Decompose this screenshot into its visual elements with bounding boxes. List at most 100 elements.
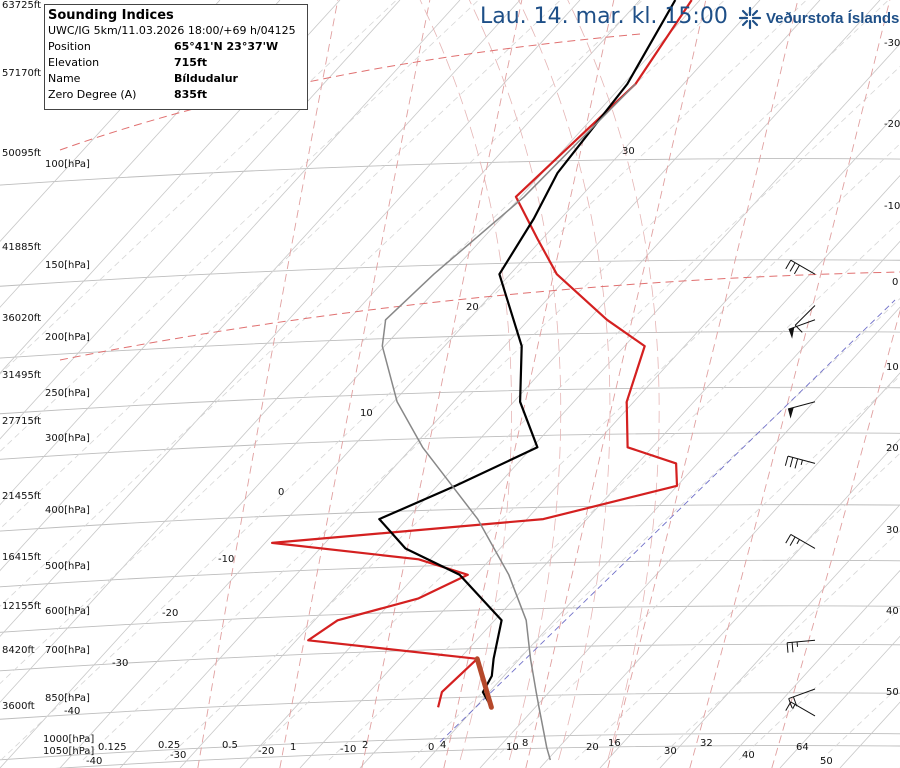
mixing-ratio-tick-label: 4 [440,740,447,751]
right-axis-tick-label: -20 [884,119,900,130]
pressure-tick-label: 400[hPa] [45,505,90,517]
barb-full [789,457,794,468]
info-row-zero-degree: Zero Degree (A) 835ft [45,87,307,103]
info-value: 715ft [174,56,208,69]
isotherm-label: -30 [112,658,129,669]
mixing-ratio-tick-label: 2 [362,740,369,751]
dry-adiabat-line [0,0,281,308]
height-tick-label: 63725ft [2,0,42,11]
mixing-ratio-tick-label: 16 [608,738,621,749]
isotherm-label: 30 [622,146,635,157]
pressure-tick-label: 1050[hPa] [43,746,95,757]
dry-adiabat-line [0,0,701,768]
isotherm-label: -40 [64,706,81,717]
barb-staff [790,701,816,717]
vedurstofa-star-icon [738,6,762,30]
dry-adiabat-line [59,0,761,768]
dry-adiabat-line [359,174,900,768]
height-tick-label: 12155ft [2,601,42,612]
right-axis-tick-label: -30 [884,38,900,49]
bottom-temp-tick-label: 0 [428,742,435,753]
brand-logo: Veðurstofa Íslands [738,6,899,30]
dry-adiabat-line [599,438,900,768]
isotherm-line [164,65,900,761]
isotherm-label: 10 [360,408,373,419]
height-tick-label: 16415ft [2,552,42,563]
bottom-temp-tick-label: -20 [258,746,275,757]
right-axis-tick-label: 10 [886,362,899,373]
barb-full [785,701,792,711]
mixing-ratio-tick-label: 0.125 [98,742,127,753]
wind-barb [784,455,816,469]
panel-title: Sounding Indices [48,8,174,23]
dry-adiabat-line [0,0,221,242]
bottom-temp-tick-label: 30 [664,746,677,757]
bottom-temp-tick-label: 40 [742,750,755,761]
mixing-ratio-tick-label: 0.5 [222,740,238,751]
isotherm-line [0,0,561,530]
pressure-tick-label: 250[hPa] [45,387,90,399]
barb-full [789,262,796,272]
isotherm-line [246,143,900,761]
isotherm-label: 20 [466,302,479,313]
mixing-ratio-tick-label: 64 [796,742,809,753]
dry-adiabat-line [479,306,900,768]
wind-barb [788,688,816,709]
isobar-line [0,692,900,720]
reference-dry-line [439,299,896,743]
isotherm-line [656,530,900,761]
pressure-tick-label: 200[hPa] [45,332,90,344]
profile-lines [271,0,693,761]
info-row-name: Name Bíldudalur [45,71,307,87]
info-key: Zero Degree (A) [48,88,137,101]
reference-curve [59,33,641,151]
dry-adiabat-line [0,0,581,637]
isobar-line [0,259,900,287]
zero-degree-curve [59,271,900,361]
dry-adiabat-line [779,635,900,768]
info-row-position: Position 65°41'N 23°37'W [45,39,307,55]
barb-full [793,264,800,275]
mixing-ratio-tick-label: 32 [700,738,713,749]
bottom-temp-tick-label: -30 [170,750,187,761]
right-axis-tick-label: 50 [886,687,899,698]
pressure-tick-label: 100[hPa] [45,159,90,171]
pressure-tick-label: 1000[hPa] [43,733,95,745]
mixing-ratio-tick-label: 1 [290,742,297,753]
info-key: Elevation [48,56,100,69]
right-axis-tick-label: -10 [884,201,900,212]
height-tick-label: 21455ft [2,491,42,502]
barb-staff [788,319,816,330]
dry-adiabat-line [0,0,521,572]
barb-full [784,456,789,466]
barb-half [796,539,800,545]
height-tick-label: 8420ft [2,645,35,656]
info-value: 835ft [174,88,208,101]
isotherm-line [0,0,807,761]
isotherm-line [328,220,900,761]
height-tick-label: 50095ft [2,148,42,159]
pressure-tick-label: 600[hPa] [45,606,90,618]
barb-full [785,534,792,544]
bottom-temp-tick-label: -40 [86,756,103,767]
isobar-line [0,386,900,415]
pressure-tick-label: 150[hPa] [45,260,90,272]
barb-flag [788,327,795,339]
right-axis-tick-label: 30 [886,525,899,536]
model-run: UWC/IG 5km/11.03.2026 18:00/+69 h/04125 [48,24,296,37]
info-row-elevation: Elevation 715ft [45,55,307,71]
barb-staff [788,688,816,700]
wind-barb [788,319,816,339]
isotherm-line [0,0,397,375]
barb-full [786,642,789,653]
pressure-tick-label: 300[hPa] [45,433,90,445]
wind-barb [785,534,816,549]
height-tick-label: 36020ft [2,313,42,324]
isotherm-line [410,298,900,761]
barb-full [794,458,799,469]
isobar-line [0,158,900,186]
mixing-ratio-line [361,0,523,768]
isobar-line [0,331,900,359]
barb-full [791,642,794,653]
